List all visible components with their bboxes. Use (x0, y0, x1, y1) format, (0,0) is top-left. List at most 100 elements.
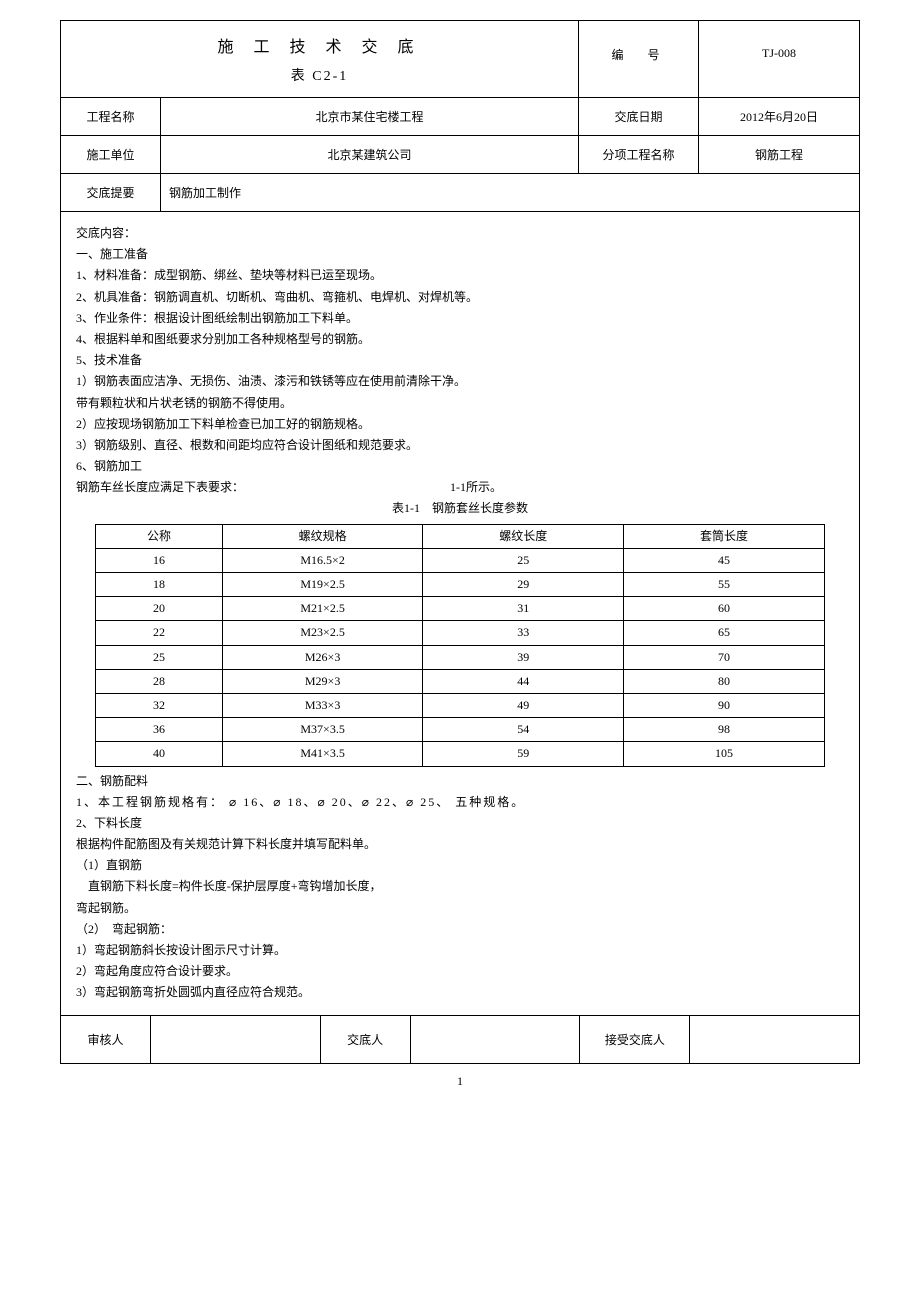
col-header-1: 公称 (96, 524, 223, 548)
table-cell: M19×2.5 (222, 573, 423, 597)
item-1b-1: 1）钢筋表面应洁净、无损伤、油渍、漆污和铁锈等应在使用前清除干净。 (76, 372, 844, 391)
sub2-item-2: 2）弯起角度应符合设计要求。 (76, 962, 844, 981)
table-cell: 49 (423, 693, 624, 717)
sub1-title: （1）直钢筋 (76, 856, 844, 875)
sig-label-1: 审核人 (61, 1016, 151, 1063)
section2-title: 二、钢筋配料 (76, 772, 844, 791)
table-header-row: 公称 螺纹规格 螺纹长度 套筒长度 (96, 524, 825, 548)
sig-value-3 (690, 1016, 859, 1063)
sub1-line2: 弯起钢筋。 (76, 899, 844, 918)
line6-text: 钢筋车丝长度应满足下表要求： (76, 480, 244, 494)
sig-label-2: 交底人 (321, 1016, 411, 1063)
table-cell: 60 (624, 597, 825, 621)
table-cell: 31 (423, 597, 624, 621)
table-cell: M23×2.5 (222, 621, 423, 645)
item-1-2: 2、机具准备：钢筋调直机、切断机、弯曲机、弯箍机、电焊机、对焊机等。 (76, 288, 844, 307)
table-row: 28M29×34480 (96, 669, 825, 693)
table-cell: M26×3 (222, 645, 423, 669)
table-row: 25M26×33970 (96, 645, 825, 669)
col-header-2: 螺纹规格 (222, 524, 423, 548)
table-cell: 65 (624, 621, 825, 645)
table-row: 40M41×3.559105 (96, 742, 825, 766)
document-page: 施 工 技 术 交 底 表 C2-1 编 号 TJ-008 工程名称 北京市某住… (60, 20, 860, 1064)
project-name-value: 北京市某住宅楼工程 (161, 98, 579, 135)
sig-label-3: 接受交底人 (580, 1016, 690, 1063)
diameter-spec: ⌀ 18、 (273, 795, 317, 809)
table-row: 36M37×3.55498 (96, 718, 825, 742)
summary-label: 交底提要 (61, 174, 161, 211)
number-label: 编 号 (579, 21, 699, 97)
item-1-1: 1、材料准备：成型钢筋、绑丝、垫块等材料已运至现场。 (76, 266, 844, 285)
header-title-cell: 施 工 技 术 交 底 表 C2-1 (61, 21, 579, 97)
table-cell: 25 (423, 548, 624, 572)
table-cell: 22 (96, 621, 223, 645)
signature-row: 审核人 交底人 接受交底人 (61, 1015, 859, 1063)
table-cell: 39 (423, 645, 624, 669)
table-cell: M21×2.5 (222, 597, 423, 621)
project-name-label: 工程名称 (61, 98, 161, 135)
sub2-title: （2） 弯起钢筋： (76, 920, 844, 939)
diameter-line: 1、本工程钢筋规格有： ⌀ 16、⌀ 18、⌀ 20、⌀ 22、⌀ 25、 五种… (76, 793, 844, 812)
table-cell: 25 (96, 645, 223, 669)
summary-value: 钢筋加工制作 (161, 174, 859, 211)
table-cell: 16 (96, 548, 223, 572)
item-2-2-line: 根据构件配筋图及有关规范计算下料长度并填写配料单。 (76, 835, 844, 854)
table-ref: 1-1所示。 (450, 480, 502, 494)
section6: 6、钢筋加工 (76, 457, 844, 476)
subproject-value: 钢筋工程 (699, 136, 859, 173)
section1-title: 一、施工准备 (76, 245, 844, 264)
item-1b-3: 3）钢筋级别、直径、根数和间距均应符合设计图纸和规范要求。 (76, 436, 844, 455)
table-cell: 36 (96, 718, 223, 742)
header-row: 施 工 技 术 交 底 表 C2-1 编 号 TJ-008 (61, 21, 859, 98)
table-caption: 表1-1 钢筋套丝长度参数 (76, 499, 844, 518)
table-cell: 44 (423, 669, 624, 693)
table-cell: M16.5×2 (222, 548, 423, 572)
table-cell: 70 (624, 645, 825, 669)
sub1-line: 直钢筋下料长度=构件长度-保护层厚度+弯钩增加长度， (76, 877, 844, 896)
sub2-item-3: 3）弯起钢筋弯折处圆弧内直径应符合规范。 (76, 983, 844, 1002)
diameter-prefix: 1、本工程钢筋规格有： (76, 795, 224, 809)
item-1b-2: 2）应按现场钢筋加工下料单检查已加工好的钢筋规格。 (76, 415, 844, 434)
date-label: 交底日期 (579, 98, 699, 135)
sig-value-1 (151, 1016, 321, 1063)
item-1-4: 4、根据料单和图纸要求分别加工各种规格型号的钢筋。 (76, 330, 844, 349)
table-cell: 80 (624, 669, 825, 693)
date-value: 2012年6月20日 (699, 98, 859, 135)
form-title: 施 工 技 术 交 底 (73, 33, 566, 57)
info-row-1: 工程名称 北京市某住宅楼工程 交底日期 2012年6月20日 (61, 98, 859, 136)
diameter-spec: ⌀ 25、 (406, 795, 450, 809)
table-cell: 98 (624, 718, 825, 742)
table-row: 22M23×2.53365 (96, 621, 825, 645)
table-cell: M29×3 (222, 669, 423, 693)
info-row-2: 施工单位 北京某建筑公司 分项工程名称 钢筋工程 (61, 136, 859, 174)
diameter-spec: ⌀ 22、 (362, 795, 406, 809)
thread-spec-table: 公称 螺纹规格 螺纹长度 套筒长度 16M16.5×2254518M19×2.5… (95, 524, 825, 767)
table-cell: 29 (423, 573, 624, 597)
table-row: 20M21×2.53160 (96, 597, 825, 621)
diameter-spec: ⌀ 20、 (318, 795, 362, 809)
item-1-5: 5、技术准备 (76, 351, 844, 370)
number-value: TJ-008 (699, 21, 859, 97)
sub2-item-1: 1）弯起钢筋斜长按设计图示尺寸计算。 (76, 941, 844, 960)
table-cell: M33×3 (222, 693, 423, 717)
content-heading: 交底内容： (76, 224, 844, 243)
table-cell: 33 (423, 621, 624, 645)
table-cell: 28 (96, 669, 223, 693)
diameter-spec: ⌀ 16、 (229, 795, 273, 809)
table-cell: 105 (624, 742, 825, 766)
table-cell: M37×3.5 (222, 718, 423, 742)
table-cell: 32 (96, 693, 223, 717)
sig-value-2 (411, 1016, 581, 1063)
form-code: 表 C2-1 (73, 65, 566, 85)
info-row-3: 交底提要 钢筋加工制作 (61, 174, 859, 212)
diameter-suffix: 五种规格。 (455, 795, 525, 809)
table-cell: 20 (96, 597, 223, 621)
item-1b-1-cont: 带有颗粒状和片状老锈的钢筋不得使用。 (76, 394, 844, 413)
unit-label: 施工单位 (61, 136, 161, 173)
col-header-4: 套筒长度 (624, 524, 825, 548)
subproject-label: 分项工程名称 (579, 136, 699, 173)
table-row: 18M19×2.52955 (96, 573, 825, 597)
table-row: 16M16.5×22545 (96, 548, 825, 572)
table-cell: 59 (423, 742, 624, 766)
table-cell: 54 (423, 718, 624, 742)
